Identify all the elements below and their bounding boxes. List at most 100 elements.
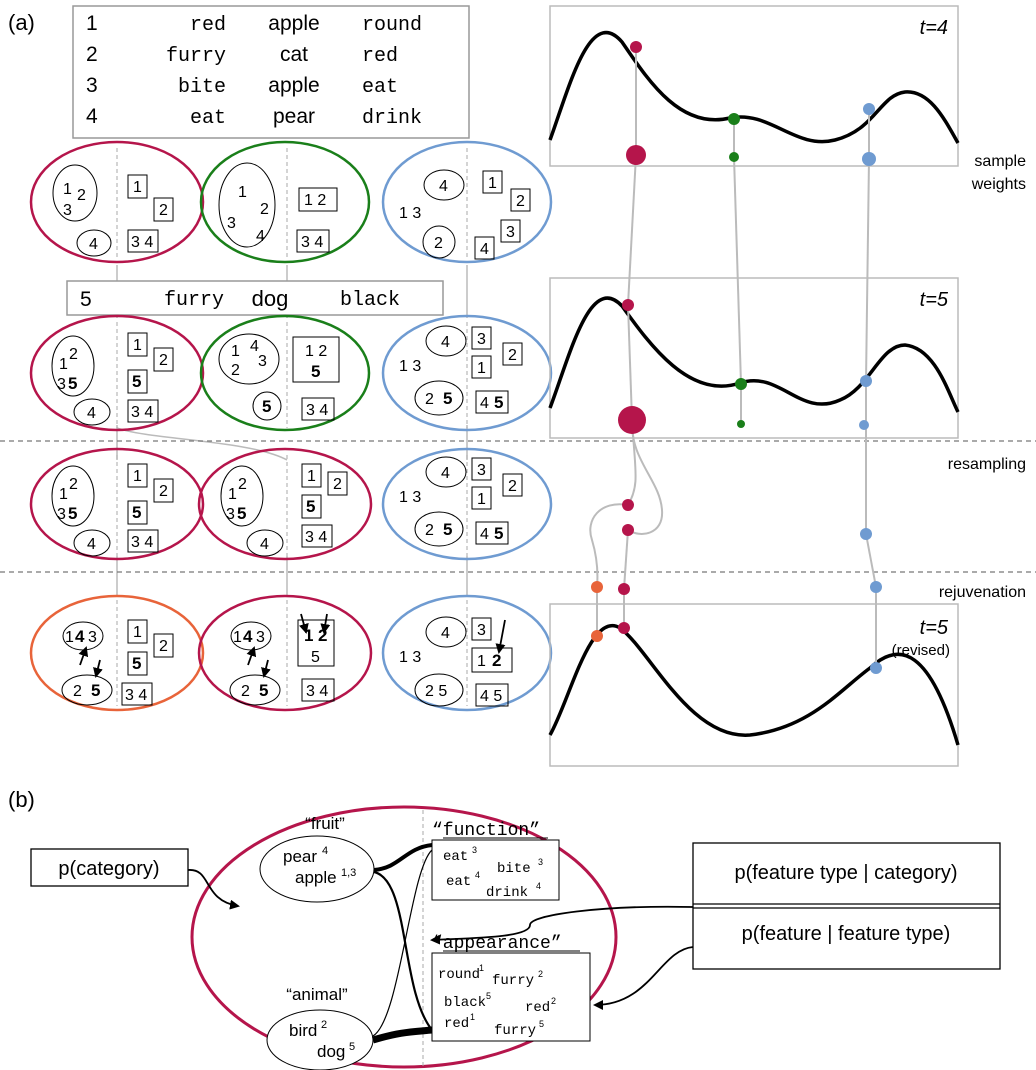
density-curve [548, 296, 960, 413]
label-sample: sample [974, 153, 1026, 170]
item: 3 4 [125, 687, 147, 704]
fruit-item-index: 1,3 [341, 867, 356, 879]
cluster [425, 325, 467, 357]
particle-dot [622, 299, 634, 311]
item: 2 [434, 235, 443, 252]
feature-box [301, 678, 335, 702]
feature-word: eat [443, 849, 468, 865]
item: 1 [304, 626, 313, 645]
item: 5 [311, 649, 320, 666]
feature-box [127, 463, 148, 488]
category-model-ellipse [190, 805, 618, 1069]
feature-box [482, 170, 503, 194]
item: 2 [77, 187, 86, 204]
plot-time-label: t=5 [920, 289, 949, 311]
obs-word2: drink [362, 107, 422, 130]
category-animal-name: “animal” [286, 985, 348, 1004]
particle-dot [728, 113, 740, 125]
item: 3 4 [301, 234, 323, 251]
item: 5 [262, 397, 271, 416]
particle-outline [381, 314, 553, 432]
feature-type-arrow-icon [430, 905, 694, 945]
particle-dots [591, 41, 882, 674]
item: 3 [506, 224, 515, 241]
item: 3 4 [131, 234, 153, 251]
item: 1 3 [399, 205, 421, 222]
new-observation-frame [66, 280, 444, 316]
animal-item: bird [289, 1021, 317, 1040]
cluster [246, 529, 284, 557]
item: 3 [227, 215, 236, 232]
animal-item: dog [317, 1042, 345, 1061]
feature-index: 1 [479, 963, 484, 973]
p-category-label: p(category) [58, 858, 159, 880]
cluster [423, 169, 465, 201]
item: 1 [477, 653, 486, 670]
plot-frame [549, 5, 959, 167]
move-arrow-icon [261, 659, 271, 678]
item: 2 [69, 346, 78, 363]
p-feature-type-label: p(feature type | category) [734, 862, 957, 884]
item: 1 3 [399, 489, 421, 506]
p-category-box [30, 848, 189, 887]
item: 3 [477, 331, 486, 348]
feature-box [121, 682, 153, 706]
item: 5 [237, 504, 246, 523]
plot-frame [549, 603, 959, 767]
feature-box [298, 187, 338, 212]
item: 4 [480, 526, 489, 543]
item: 1 [133, 468, 142, 485]
plot-t4: t=4 [548, 5, 960, 167]
item: 4 [441, 625, 450, 642]
feature-box [127, 500, 148, 525]
particle: 4 1 3 2 1 2 3 4 [381, 140, 553, 264]
weight-dot [626, 145, 646, 165]
rejuvenated-dot [870, 581, 882, 593]
item: 4 [256, 228, 265, 245]
obs-word2: eat [362, 76, 398, 99]
particle-row-3: 1 2 3 5 4 1 2 5 3 4 1 2 3 5 4 1 [29, 447, 553, 561]
item: 2 [260, 201, 269, 218]
item: 5 [311, 362, 320, 381]
weight-dot [862, 152, 876, 166]
particle: 4 1 3 2 5 3 1 2 4 5 [381, 447, 553, 561]
feature-box [475, 521, 509, 545]
feature-box [153, 478, 174, 503]
item: 4 [89, 236, 98, 253]
weight-dot [859, 420, 869, 430]
feature-box [127, 529, 159, 553]
fruit-item: apple [295, 868, 337, 887]
feature-index: 3 [472, 845, 477, 855]
particle-dot [860, 375, 872, 387]
item: 1 3 [399, 649, 421, 666]
particle: 1 4 3 2 5 1 2 5 3 4 [197, 594, 373, 712]
panel-b-label: (b) [8, 787, 35, 812]
particle-dot [630, 41, 642, 53]
feature-index: 2 [538, 969, 543, 979]
feature-box [474, 236, 495, 260]
particle-dot [863, 103, 875, 115]
feature-box [301, 397, 335, 421]
item: 4 5 [480, 688, 502, 705]
item: 1 [63, 181, 72, 198]
cluster [51, 335, 95, 397]
obs-num: 3 [86, 74, 98, 97]
category-animal [266, 1009, 374, 1070]
item: 4 [439, 178, 448, 195]
cluster [229, 674, 281, 706]
feature-box [127, 651, 148, 676]
item: 5 [443, 520, 452, 539]
item: 2 [159, 352, 168, 369]
item: 3 [88, 629, 97, 646]
type-appearance-box [431, 952, 591, 1042]
item: 4 [441, 465, 450, 482]
label-rejuvenation: rejuvenation [939, 584, 1026, 601]
connection-animal-appearance [372, 1026, 433, 1044]
observation-table: 1 red apple round 2 furry cat red 3 bite… [86, 12, 422, 130]
label-weights: weights [971, 176, 1026, 193]
item: 1 [133, 337, 142, 354]
feature-box [475, 683, 509, 707]
item: 4 [87, 536, 96, 553]
item: 1 [233, 629, 242, 646]
